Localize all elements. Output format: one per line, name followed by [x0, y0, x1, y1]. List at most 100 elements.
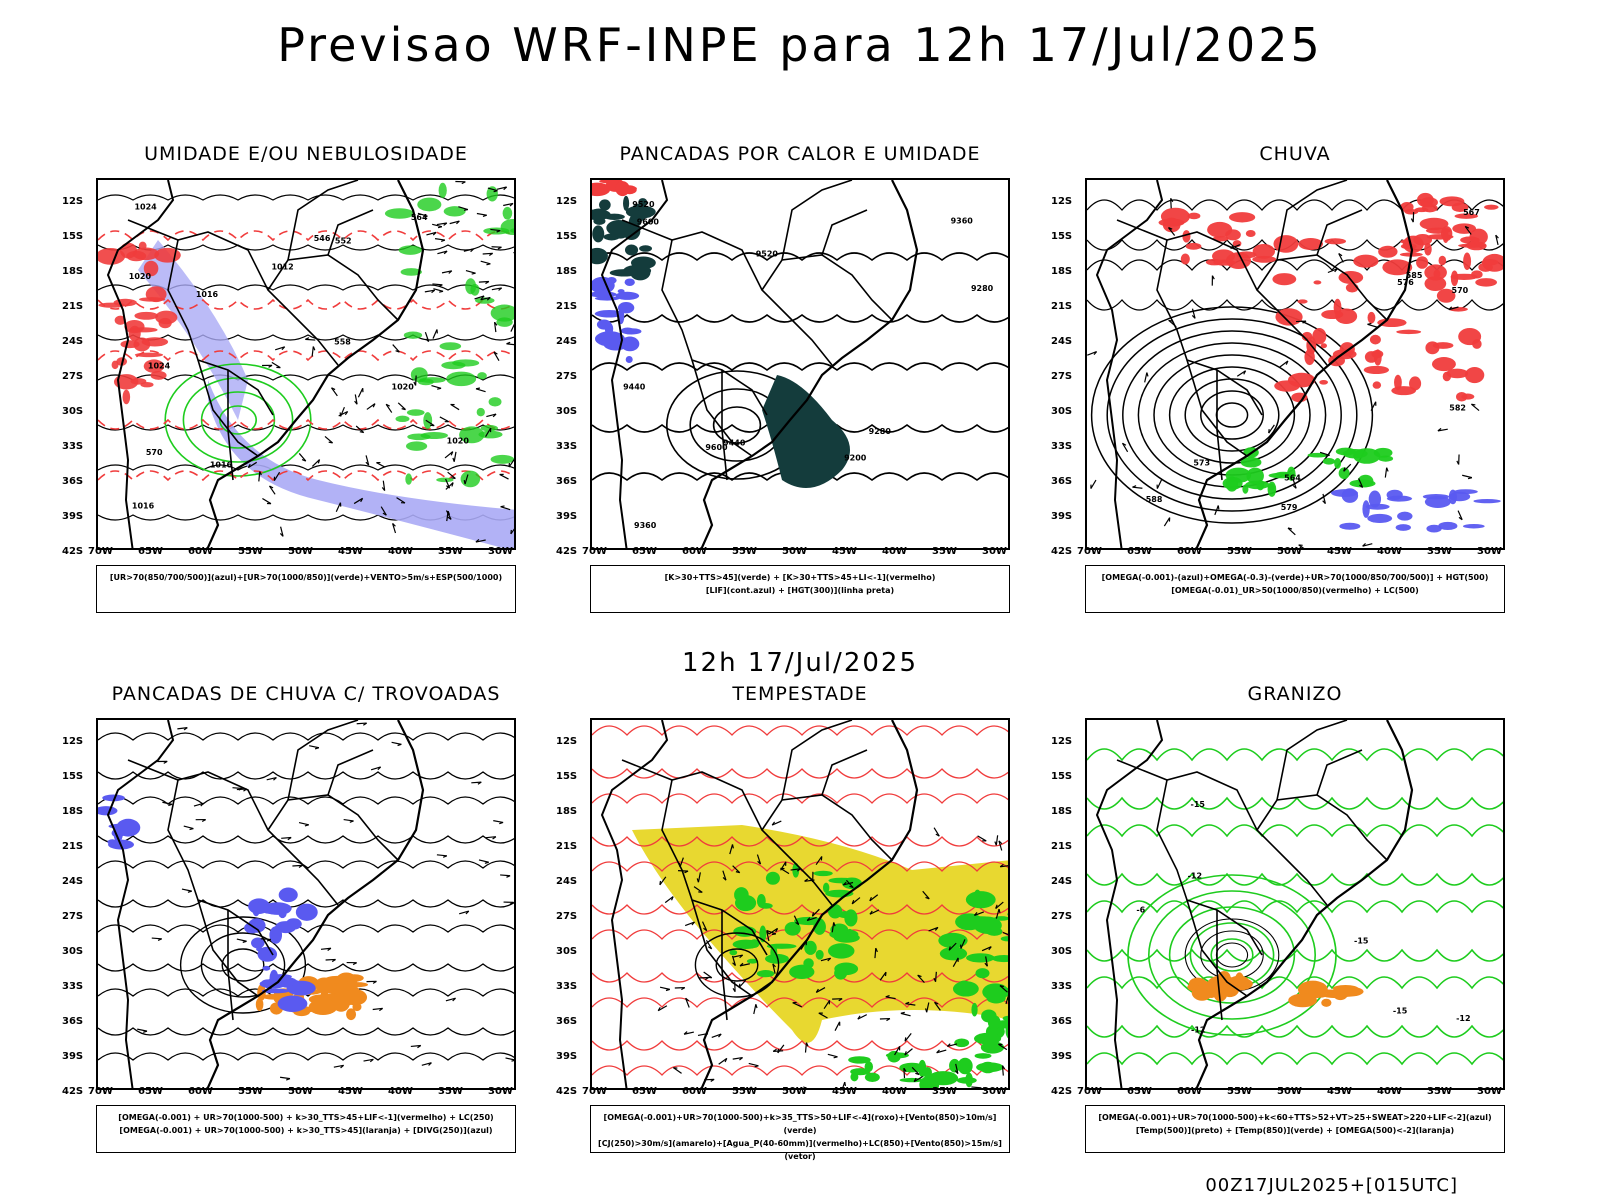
field-patch: [629, 219, 641, 227]
lon-tick-label: 30W: [488, 1086, 513, 1097]
wind-vector: [258, 471, 262, 482]
field-patch: [1372, 381, 1382, 389]
wind-vector: [772, 963, 776, 974]
field-patch: [134, 311, 159, 320]
wind-vector: [748, 1062, 759, 1068]
map-area: [96, 718, 516, 1090]
wind-vector: [436, 222, 448, 226]
wind-vector: [934, 1001, 941, 1011]
field-patch: [443, 206, 466, 217]
lat-tick-label: 15S: [1051, 771, 1073, 782]
field-patch: [864, 1072, 880, 1083]
field-patch: [1471, 270, 1483, 279]
lon-tick-label: 60W: [1177, 1086, 1202, 1097]
country-border: [197, 899, 259, 997]
coastline-west: [600, 180, 669, 548]
wind-vector: [1322, 493, 1326, 505]
wind-vector: [1456, 454, 1460, 465]
wind-vector: [1367, 322, 1378, 328]
wind-vector: [874, 947, 878, 959]
wind-vector: [333, 1064, 345, 1069]
field-patch: [1424, 276, 1447, 292]
field-patch: [1192, 984, 1201, 998]
wind-vector: [659, 986, 670, 992]
wind-vector: [426, 231, 437, 236]
field-patch: [1422, 493, 1450, 500]
field-patch: [480, 424, 498, 432]
field-patch: [478, 430, 503, 439]
wind-vector: [753, 1004, 758, 1015]
field-patch: [346, 982, 368, 988]
wind-vector: [718, 1057, 728, 1065]
wind-vector: [436, 854, 448, 858]
field-patch: [1404, 208, 1419, 215]
lat-tick-label: 39S: [1051, 1051, 1073, 1062]
lat-tick-label: 39S: [62, 511, 84, 522]
lat-tick-label: 12S: [1051, 196, 1073, 207]
wind-vector: [790, 868, 801, 872]
instability-area: [762, 375, 850, 488]
lon-tick-label: 45W: [1327, 1086, 1352, 1097]
lon-tick-label: 40W: [1377, 1086, 1402, 1097]
field-patch: [630, 213, 652, 219]
field-patch: [630, 256, 656, 270]
wind-vector: [437, 250, 448, 255]
lon-tick-label: 50W: [288, 1086, 313, 1097]
country-border: [1186, 359, 1248, 457]
legend-line: [OMEGA(-0.001) + UR>70(1000-500) + k>30_…: [118, 1113, 494, 1122]
field-patch: [1473, 498, 1501, 504]
field-patch: [438, 182, 447, 199]
field-patch: [1442, 371, 1452, 382]
country-border: [621, 219, 833, 366]
contour-line: [98, 470, 514, 482]
country-border: [327, 749, 374, 796]
lat-tick-label: 21S: [556, 301, 578, 312]
field-patch: [850, 1072, 859, 1082]
field-patch: [1424, 242, 1432, 256]
wind-vector: [485, 836, 497, 840]
field-patch: [405, 441, 428, 451]
field-patch: [111, 360, 119, 370]
contour-line: [98, 860, 514, 869]
field-patch: [1481, 259, 1499, 266]
field-patch: [1000, 936, 1008, 942]
lat-tick-label: 21S: [556, 841, 578, 852]
wind-vector: [711, 1033, 722, 1038]
field-patch: [1409, 376, 1422, 391]
field-patch: [793, 964, 813, 979]
contour-label: 564: [411, 213, 428, 222]
wind-vector: [162, 801, 173, 807]
lat-tick-label: 36S: [1051, 476, 1073, 487]
wind-vector: [1001, 1065, 1006, 1076]
field-patch: [1331, 489, 1358, 497]
lon-tick-label: 65W: [1127, 1086, 1152, 1097]
legend-line: [LIF](cont.azul) + [HGT(300)](linha pret…: [705, 586, 895, 595]
lat-tick-label: 21S: [62, 841, 84, 852]
panel-pancadas-calor: PANCADAS POR CALOR E UMIDADE 9600 9520 9440…: [556, 143, 1010, 613]
field-patch: [1438, 255, 1447, 266]
lat-tick-label: 24S: [556, 876, 578, 887]
lon-tick-label: 55W: [1227, 546, 1252, 557]
lat-tick-label: 33S: [1051, 441, 1073, 452]
wind-vector: [487, 187, 498, 193]
wind-vector: [696, 872, 701, 883]
wind-vector: [247, 461, 258, 469]
wind-vector: [1462, 474, 1473, 480]
contour-line: [1087, 900, 1503, 914]
legend-line: [UR>70(850/700/500)](azul)+[UR>70(1000/8…: [109, 573, 503, 582]
field-patch: [844, 909, 858, 927]
field-patch: [1367, 311, 1376, 324]
wind-vector: [780, 861, 787, 871]
field-patch: [263, 902, 292, 915]
lon-tick-label: 70W: [1077, 546, 1102, 557]
wind-vector: [1327, 268, 1338, 274]
map-svg: 1020 1016 1024 1012 1016 570 564 558 552 546 1020 1…: [98, 180, 514, 548]
country-border: [661, 239, 768, 416]
coastline-west: [600, 720, 669, 1088]
field-patch: [939, 946, 968, 961]
field-patch: [1475, 278, 1497, 287]
contour-label: 1020: [447, 436, 470, 445]
wind-vector: [804, 1042, 809, 1053]
wind-vector: [475, 538, 486, 543]
panel-legend: [OMEGA(-0.001) + UR>70(1000-500) + k>30_…: [96, 1105, 516, 1153]
